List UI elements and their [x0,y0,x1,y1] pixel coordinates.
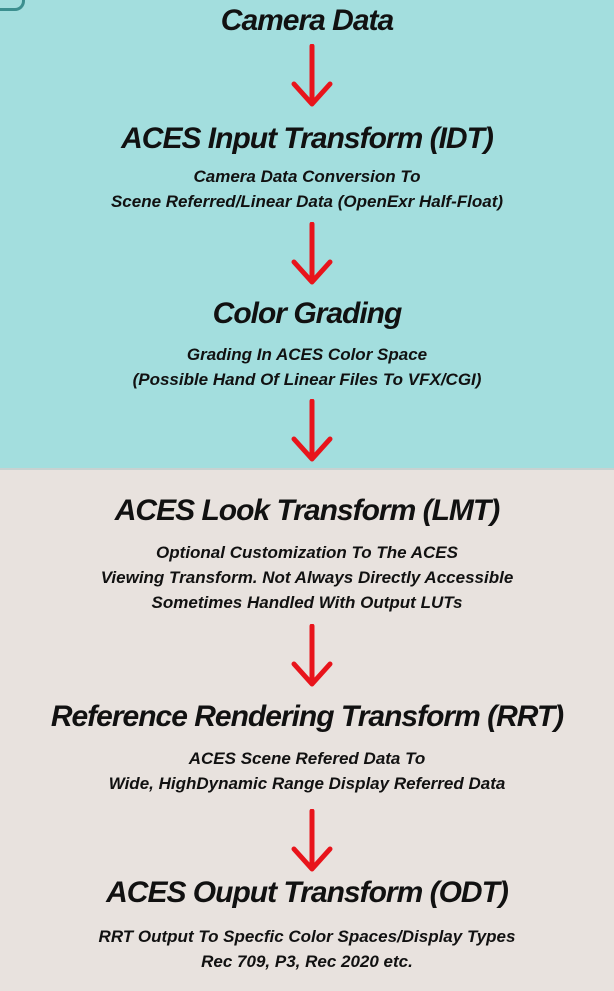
corner-decoration [0,0,25,11]
down-arrow-icon [291,809,333,873]
display-referred-section [0,469,614,991]
down-arrow-icon [291,399,333,463]
step-desc-line: RRT Output To Specfic Color Spaces/Displ… [98,927,516,946]
section-divider [0,468,614,470]
step-title-idt: ACES Input Transform (IDT) [121,122,494,155]
step-desc-line: Scene Referred/Linear Data (OpenExr Half… [110,192,504,211]
step-desc-lmt: Optional Customization To The ACES Viewi… [0,540,614,615]
step-desc-line: Viewing Transform. Not Always Directly A… [100,568,514,587]
step-desc-odt: RRT Output To Specfic Color Spaces/Displ… [0,924,614,974]
step-title-color-grading: Color Grading [212,297,403,330]
step-desc-line: ACES Scene Refered Data To [188,749,426,768]
step-desc-line: Grading In ACES Color Space [186,345,428,364]
step-desc-line: Rec 709, P3, Rec 2020 etc. [201,952,413,971]
step-title-lmt: ACES Look Transform (LMT) [114,494,500,527]
step-title-odt: ACES Ouput Transform (ODT) [106,876,509,909]
step-desc-color-grading: Grading In ACES Color Space (Possible Ha… [0,342,614,392]
step-desc-line: Wide, HighDynamic Range Display Referred… [108,774,506,793]
scene-referred-section [0,0,614,469]
down-arrow-icon [291,624,333,688]
step-desc-rrt: ACES Scene Refered Data To Wide, HighDyn… [0,746,614,796]
step-desc-line: Camera Data Conversion To [193,167,421,186]
step-title-camera-data: Camera Data [220,4,394,37]
step-title-rrt: Reference Rendering Transform (RRT) [50,700,564,733]
step-desc-line: (Possible Hand Of Linear Files To VFX/CG… [132,370,482,389]
down-arrow-icon [291,222,333,286]
step-desc-line: Sometimes Handled With Output LUTs [151,593,463,612]
down-arrow-icon [291,44,333,108]
step-desc-line: Optional Customization To The ACES [156,543,458,562]
step-desc-idt: Camera Data Conversion To Scene Referred… [0,164,614,214]
